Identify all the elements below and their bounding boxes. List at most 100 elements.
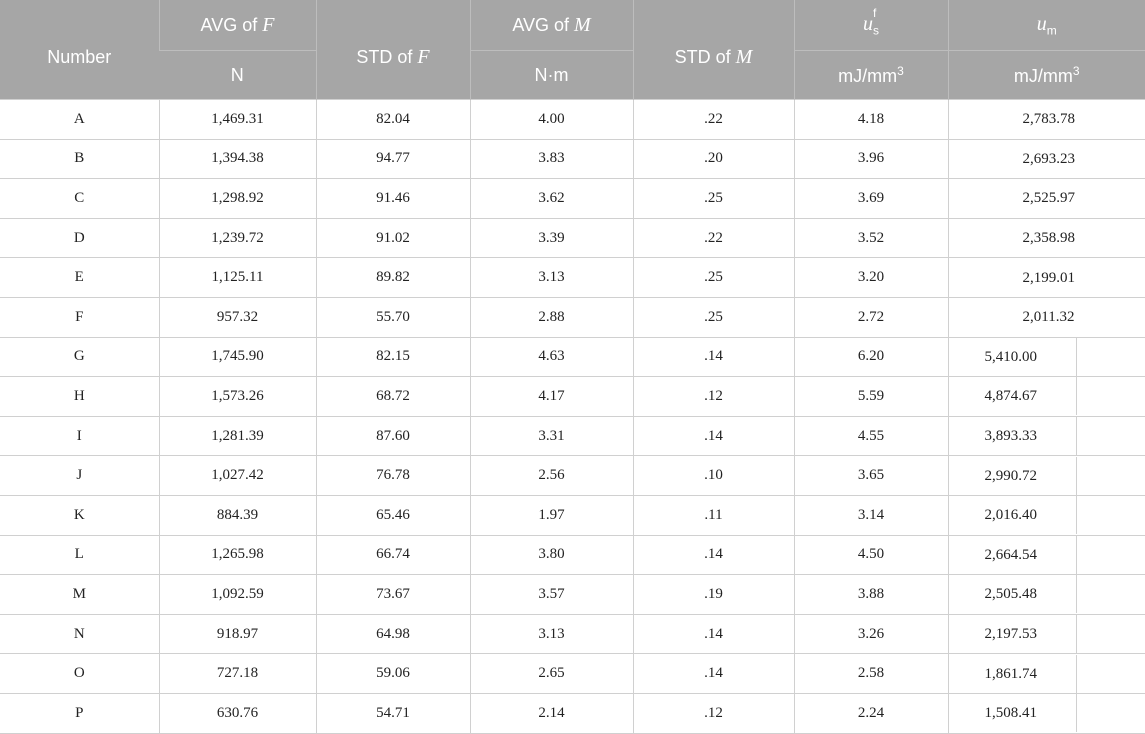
cell-us: 3.88 — [794, 575, 948, 615]
col-header-um: um — [948, 0, 1145, 51]
cell-number: B — [0, 139, 159, 179]
cell-um: 2,199.01 — [948, 258, 1145, 298]
cell-um: 2,011.32 — [948, 297, 1145, 337]
cell-us: 3.69 — [794, 179, 948, 219]
cell-divider — [1076, 338, 1077, 376]
cell-avg-m: 4.00 — [470, 100, 633, 140]
cell-avg-m: 4.63 — [470, 337, 633, 377]
cell-std-f: 54.71 — [316, 693, 470, 733]
um-value: 2,990.72 — [949, 457, 1145, 495]
cell-std-f: 87.60 — [316, 416, 470, 456]
cell-us: 3.20 — [794, 258, 948, 298]
cell-um: 1,861.74 — [948, 654, 1145, 694]
cell-us: 5.59 — [794, 377, 948, 417]
cell-avg-f: 884.39 — [159, 495, 316, 535]
cell-avg-f: 727.18 — [159, 654, 316, 694]
cell-avg-m: 3.13 — [470, 614, 633, 654]
um-value: 2,505.48 — [949, 575, 1145, 613]
um-value: 1,508.41 — [949, 694, 1145, 732]
cell-us: 3.52 — [794, 218, 948, 258]
cell-um: 2,525.97 — [948, 179, 1145, 219]
cell-avg-f: 1,394.38 — [159, 139, 316, 179]
col-header-std-f: STD of F — [316, 0, 470, 100]
cell-um: 2,693.23 — [948, 139, 1145, 179]
cell-std-m: .25 — [633, 258, 794, 298]
cell-avg-f: 1,573.26 — [159, 377, 316, 417]
cell-number: P — [0, 693, 159, 733]
cell-um: 3,893.33 — [948, 416, 1145, 456]
cell-avg-m: 2.65 — [470, 654, 633, 694]
um-value: 2,783.78 — [949, 100, 1145, 138]
cell-divider — [1076, 655, 1077, 693]
um-value: 2,197.53 — [949, 615, 1145, 653]
cell-std-m: .14 — [633, 614, 794, 654]
cell-std-m: .19 — [633, 575, 794, 615]
um-value: 2,693.23 — [949, 140, 1145, 178]
header-row-units: N N·m mJ/mm3 mJ/mm3 — [0, 51, 1145, 100]
cell-us: 3.14 — [794, 495, 948, 535]
cell-avg-f: 1,092.59 — [159, 575, 316, 615]
cell-um: 2,016.40 — [948, 495, 1145, 535]
um-value: 2,199.01 — [949, 259, 1145, 297]
cell-avg-f: 1,027.42 — [159, 456, 316, 496]
cell-std-m: .20 — [633, 139, 794, 179]
cell-avg-m: 3.39 — [470, 218, 633, 258]
col-header-number: Number — [0, 0, 159, 100]
cell-avg-f: 918.97 — [159, 614, 316, 654]
cell-avg-f: 1,745.90 — [159, 337, 316, 377]
cell-std-f: 64.98 — [316, 614, 470, 654]
cell-avg-m: 3.80 — [470, 535, 633, 575]
um-value: 5,410.00 — [949, 338, 1145, 376]
cell-us: 2.58 — [794, 654, 948, 694]
cell-divider — [1076, 615, 1077, 653]
cell-us: 2.72 — [794, 297, 948, 337]
cell-std-f: 73.67 — [316, 575, 470, 615]
col-header-std-m: STD of M — [633, 0, 794, 100]
unit-um: mJ/mm3 — [948, 51, 1145, 100]
cell-std-f: 55.70 — [316, 297, 470, 337]
cell-avg-f: 630.76 — [159, 693, 316, 733]
cell-divider — [1076, 377, 1077, 415]
cell-um: 2,505.48 — [948, 575, 1145, 615]
cell-number: I — [0, 416, 159, 456]
um-value: 2,358.98 — [949, 219, 1145, 257]
unit-us: mJ/mm3 — [794, 51, 948, 100]
cell-std-m: .14 — [633, 416, 794, 456]
cell-us: 4.55 — [794, 416, 948, 456]
cell-std-f: 91.46 — [316, 179, 470, 219]
cell-std-f: 68.72 — [316, 377, 470, 417]
cell-us: 3.96 — [794, 139, 948, 179]
cell-divider — [1076, 694, 1077, 732]
cell-us: 4.18 — [794, 100, 948, 140]
header-row-labels: Number AVG of F STD of F AVG of M STD of… — [0, 0, 1145, 51]
cell-std-f: 91.02 — [316, 218, 470, 258]
cell-avg-m: 2.14 — [470, 693, 633, 733]
cell-us: 4.50 — [794, 535, 948, 575]
cell-std-f: 82.15 — [316, 337, 470, 377]
cell-number: H — [0, 377, 159, 417]
cell-avg-m: 3.13 — [470, 258, 633, 298]
cell-std-f: 59.06 — [316, 654, 470, 694]
um-value: 4,874.67 — [949, 377, 1145, 415]
cell-divider — [1076, 417, 1077, 455]
cell-avg-m: 3.83 — [470, 139, 633, 179]
cell-std-m: .25 — [633, 179, 794, 219]
cell-number: N — [0, 614, 159, 654]
um-value: 3,893.33 — [949, 417, 1145, 455]
cell-std-m: .22 — [633, 218, 794, 258]
cell-std-m: .11 — [633, 495, 794, 535]
cell-std-f: 66.74 — [316, 535, 470, 575]
cell-number: M — [0, 575, 159, 615]
cell-std-f: 89.82 — [316, 258, 470, 298]
cell-avg-m: 4.17 — [470, 377, 633, 417]
